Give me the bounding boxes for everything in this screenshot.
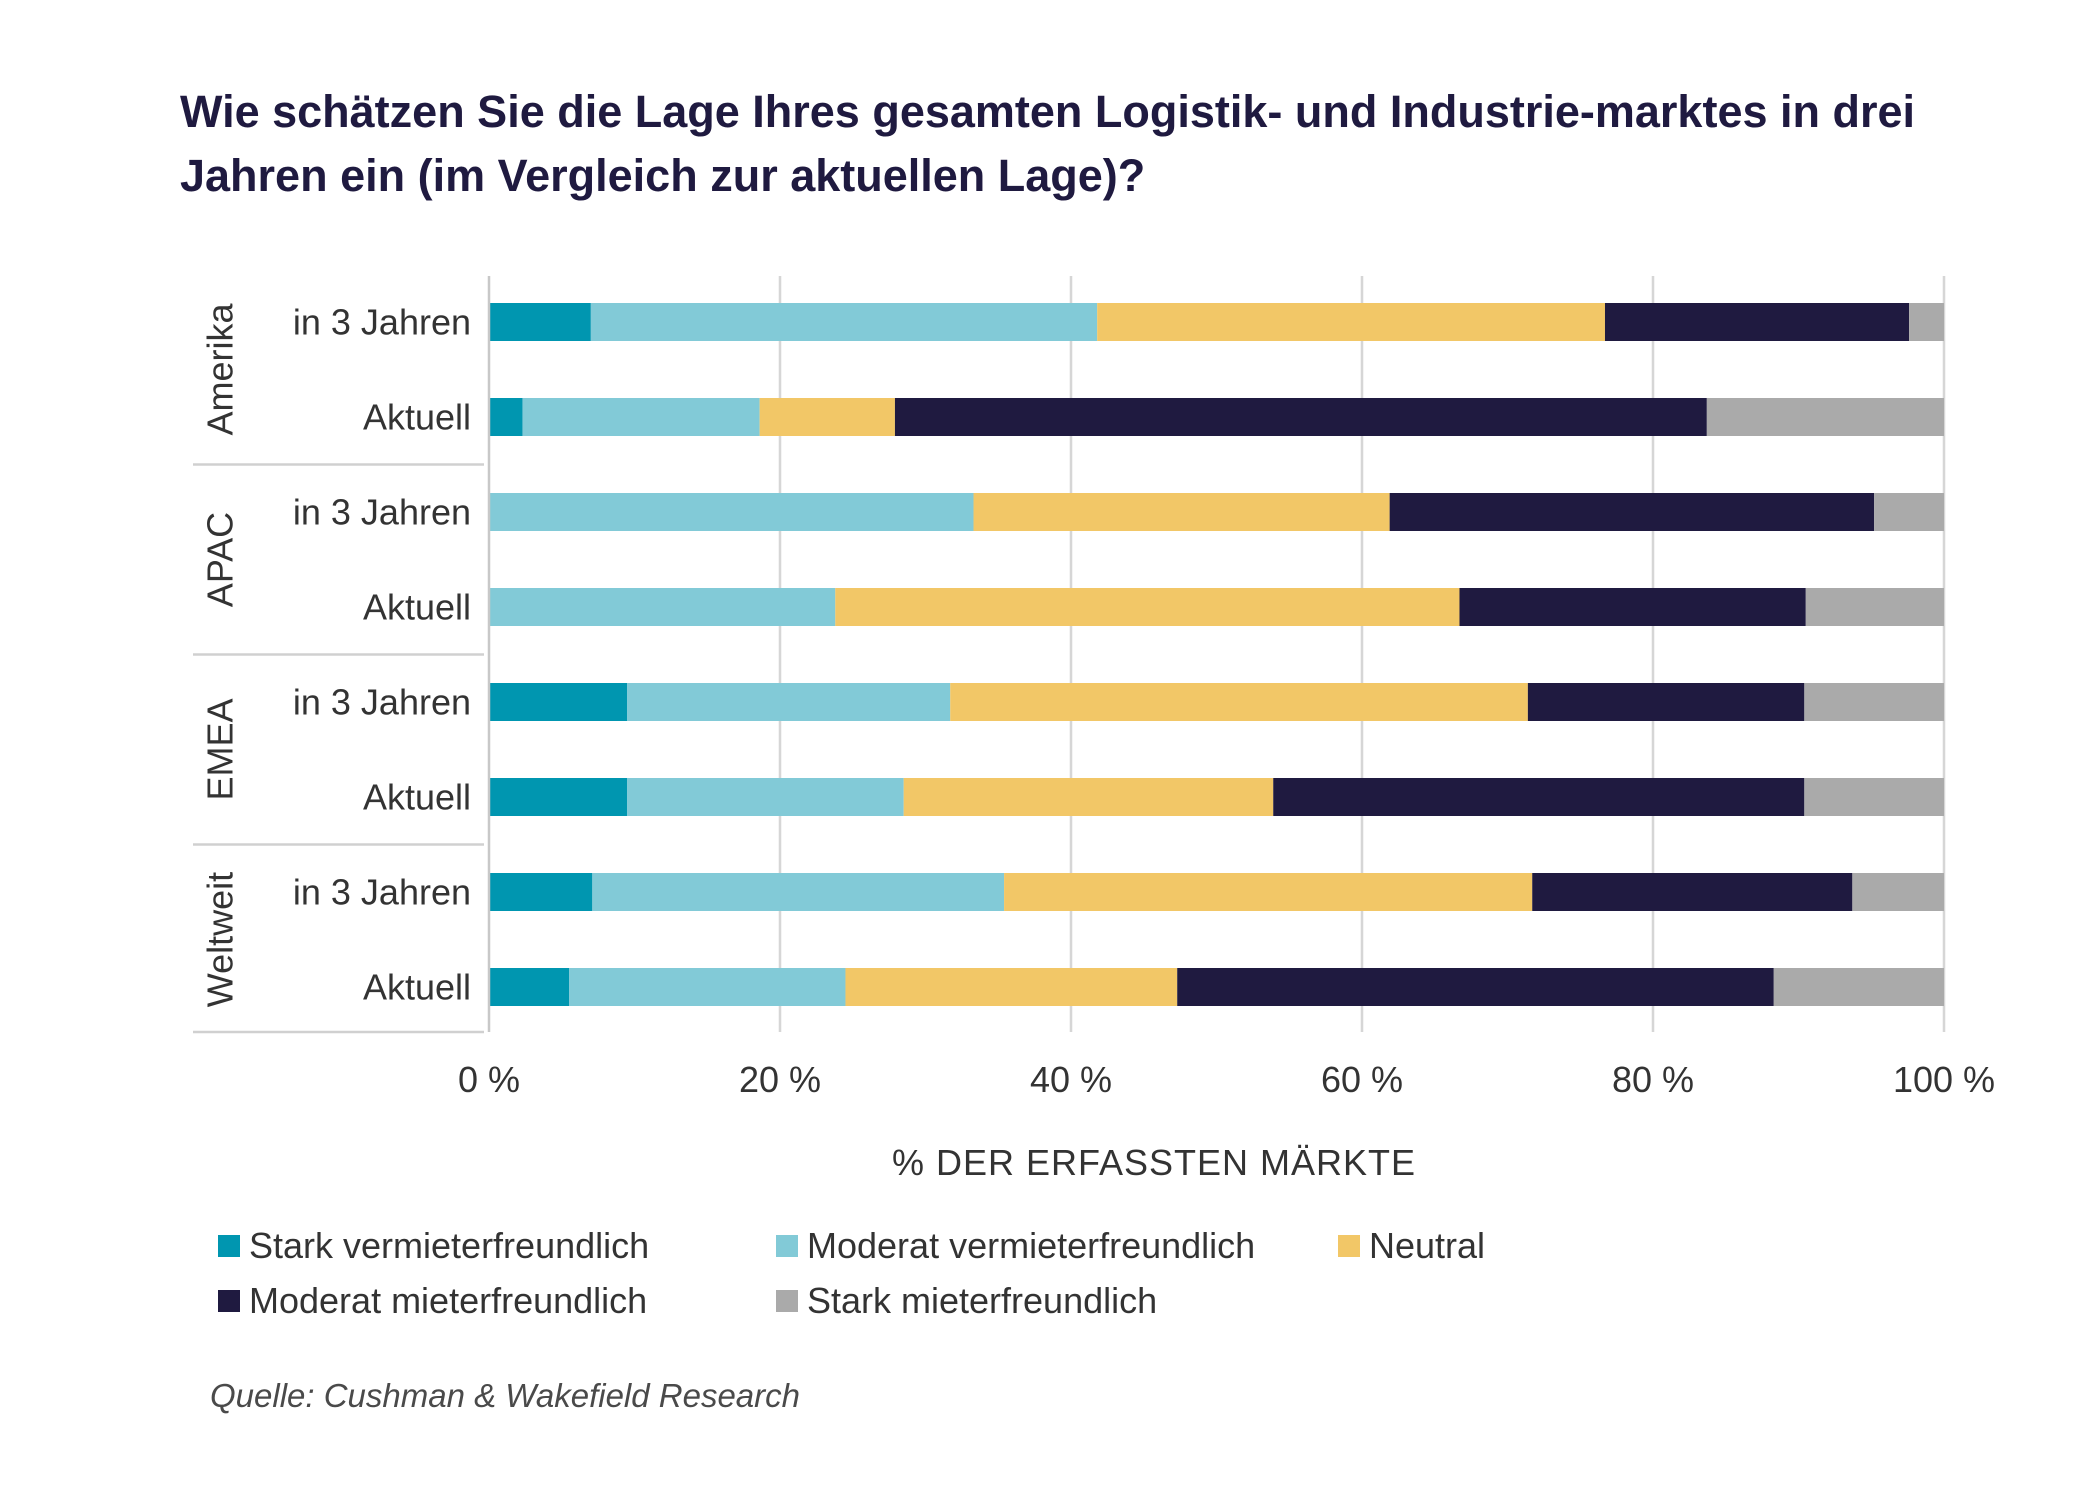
source-note: Quelle: Cushman & Wakefield Research (210, 1377, 801, 1414)
chart-title: Wie schätzen Sie die Lage Ihres gesamten… (180, 86, 1916, 201)
bar-segment (1273, 778, 1805, 816)
legend-swatch (218, 1235, 240, 1257)
bar-segment (1852, 873, 1944, 911)
legend-item: Neutral (1338, 1225, 1485, 1267)
legend-item: Moderat vermieterfreundlich (776, 1225, 1255, 1267)
legend-item: Stark mieterfreundlich (776, 1280, 1157, 1322)
bar-segment (627, 683, 951, 721)
legend-label: Moderat vermieterfreundlich (807, 1225, 1256, 1266)
legend-label: Moderat mieterfreundlich (249, 1280, 648, 1321)
x-axis-label: % DER ERFASSTEN MÄRKTE (892, 1142, 1416, 1183)
group-label-apac: APAC (200, 512, 241, 607)
bar-segment (1459, 588, 1806, 626)
legend-item: Moderat mieterfreundlich (218, 1280, 647, 1322)
group-label-emea: EMEA (200, 698, 241, 800)
bar-segment (489, 968, 570, 1006)
row-label: in 3 Jahren (293, 492, 471, 533)
bar-segment (569, 968, 846, 1006)
bar-segment (489, 873, 593, 911)
bar-segment (522, 398, 760, 436)
bar-segment (489, 398, 523, 436)
bar-segment (1097, 303, 1605, 341)
bar-segment (590, 303, 1098, 341)
x-tick-label: 20 % (739, 1059, 821, 1100)
bar-segment (489, 683, 628, 721)
legend-swatch (776, 1290, 798, 1312)
group-label-weltweit: Weltweit (200, 872, 241, 1007)
row-label: in 3 Jahren (293, 682, 471, 723)
bar-segment (1805, 588, 1944, 626)
bar-segment (592, 873, 1005, 911)
legend-item: Stark vermieterfreundlich (218, 1225, 649, 1267)
bar-segment (950, 683, 1528, 721)
bar-segment (1532, 873, 1853, 911)
bar-segment (835, 588, 1460, 626)
legend-swatch (218, 1290, 240, 1312)
gridlines (778, 276, 1946, 1032)
bar-segment (489, 493, 974, 531)
legend-label: Stark vermieterfreundlich (249, 1225, 650, 1266)
row-label: Aktuell (363, 777, 471, 818)
legend-label: Neutral (1369, 1225, 1486, 1266)
bar-segment (1177, 968, 1774, 1006)
bar-segment (627, 778, 904, 816)
bar-segment (1874, 493, 1944, 531)
bar-segment (489, 303, 591, 341)
bar-segment (1004, 873, 1533, 911)
bar-segment (1804, 778, 1944, 816)
bar-segment (489, 588, 836, 626)
x-tick-label: 40 % (1030, 1059, 1112, 1100)
axes: 0 % 20 % 40 % 60 % 80 % 100 % Amerika in 3 Jahr… (193, 276, 1995, 1100)
row-label: in 3 Jahren (293, 872, 471, 913)
row-label: in 3 Jahren (293, 302, 471, 343)
x-tick-label: 0 % (458, 1059, 520, 1100)
row-label: Aktuell (363, 587, 471, 628)
row-label: Aktuell (363, 397, 471, 438)
bar-segment (759, 398, 895, 436)
bars (489, 303, 1944, 1006)
bar-segment (845, 968, 1178, 1006)
bar-segment (1527, 683, 1805, 721)
bar-segment (1909, 303, 1944, 341)
bar-segment (1706, 398, 1944, 436)
bar-segment (903, 778, 1274, 816)
bar-segment (1604, 303, 1910, 341)
bar-segment (973, 493, 1390, 531)
x-tick-label: 100 % (1893, 1059, 1995, 1100)
row-label: Aktuell (363, 967, 471, 1008)
bar-segment (1804, 683, 1944, 721)
x-tick-label: 60 % (1321, 1059, 1403, 1100)
bar-segment (489, 778, 628, 816)
legend-label: Stark mieterfreundlich (807, 1280, 1158, 1321)
bar-segment (894, 398, 1707, 436)
group-label-amerika: Amerika (200, 303, 241, 436)
bar-segment (1389, 493, 1875, 531)
bar-segment (1773, 968, 1944, 1006)
x-tick-label: 80 % (1612, 1059, 1694, 1100)
legend-swatch (1338, 1235, 1360, 1257)
legend-swatch (776, 1235, 798, 1257)
